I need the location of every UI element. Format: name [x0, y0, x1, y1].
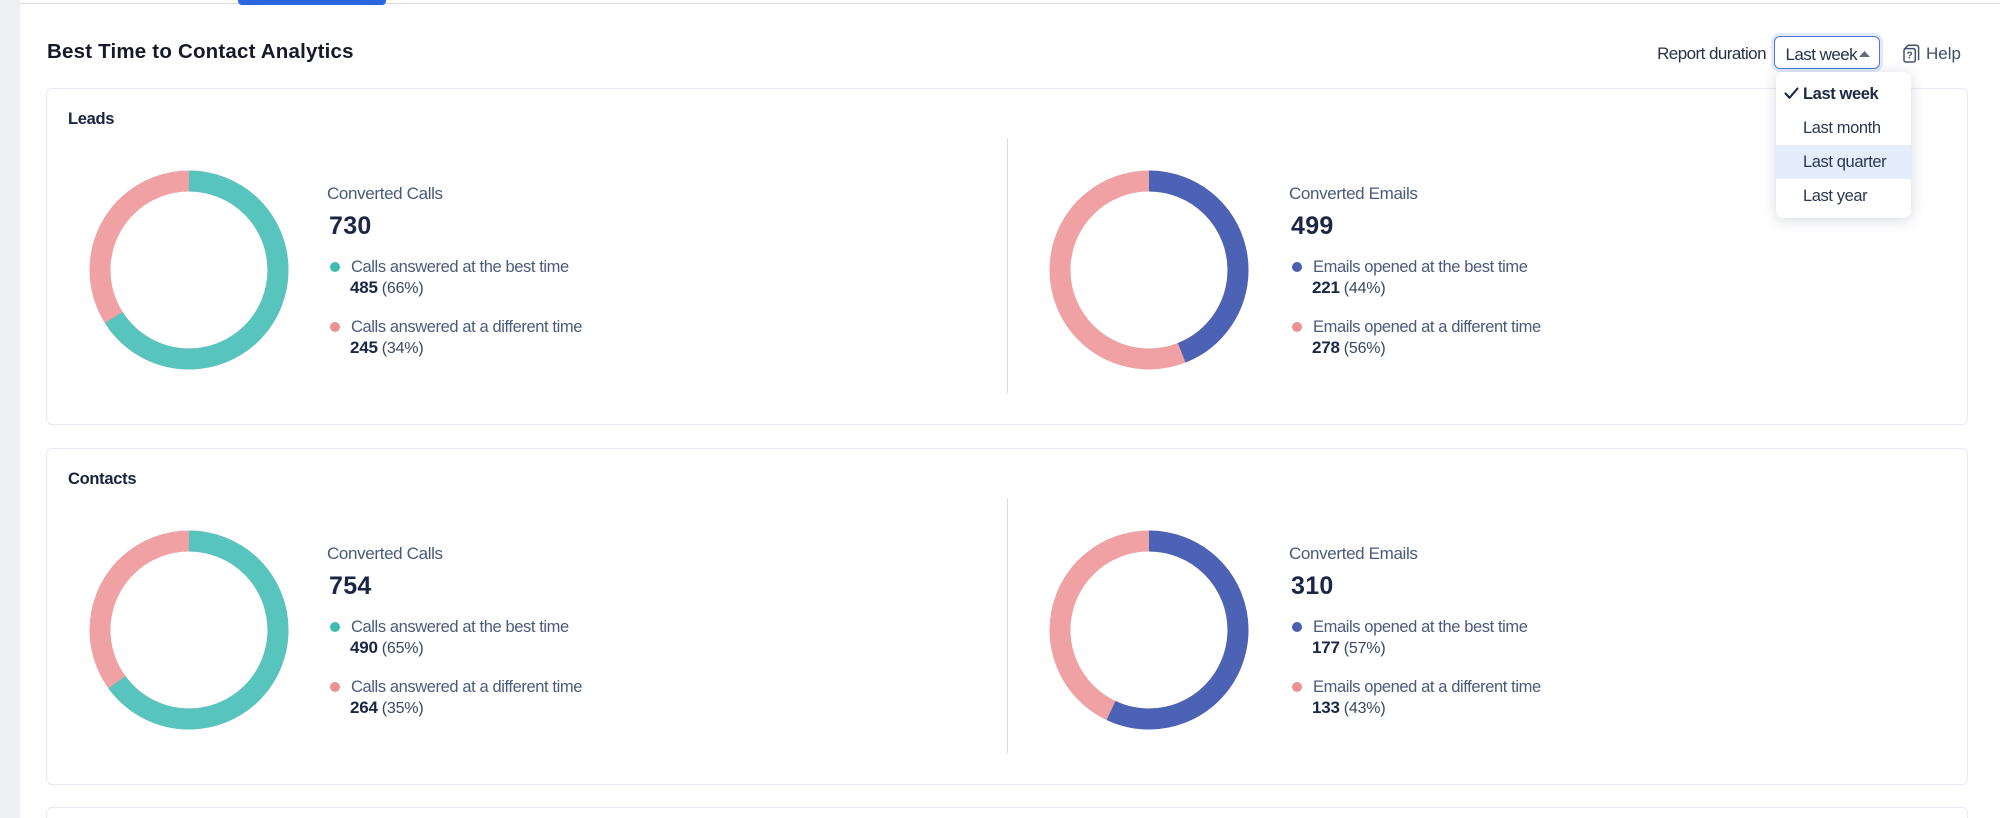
svg-text:?: ? — [1906, 50, 1912, 62]
